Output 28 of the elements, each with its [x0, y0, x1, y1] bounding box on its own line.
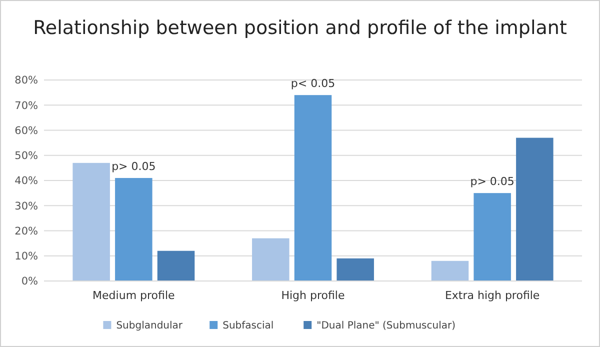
bar	[157, 250, 195, 281]
y-tick-label: 80%	[14, 74, 38, 87]
annotation: p< 0.05	[290, 77, 336, 90]
bar	[115, 178, 152, 281]
bar	[336, 258, 374, 281]
bar	[72, 162, 110, 281]
bar	[294, 95, 332, 281]
y-tick-label: 10%	[14, 250, 38, 263]
y-tick-label: 50%	[14, 150, 38, 162]
y-tick-label: 30%	[14, 200, 38, 212]
x-tick-label: High profile	[281, 289, 345, 302]
annotation: p> 0.05	[112, 160, 156, 173]
bar	[252, 238, 290, 281]
bar	[516, 138, 554, 281]
x-tick-label: Medium profile	[92, 289, 176, 302]
y-tick-label: 40%	[14, 175, 38, 188]
x-tick-label: Extra high profile	[444, 289, 540, 302]
chart-title: Relationship between position and profile of the implant	[33, 17, 567, 39]
bar	[474, 193, 511, 281]
legend-label: Subfascial	[222, 320, 274, 332]
y-tick-label: 0%	[21, 276, 38, 288]
bar	[431, 260, 469, 281]
legend-label: Subglandular	[116, 320, 184, 332]
annotation: p> 0.05	[470, 175, 514, 188]
y-tick-label: 20%	[14, 225, 38, 238]
legend-label: "Dual Plane" (Submuscular)	[316, 320, 456, 332]
y-tick-label: 60%	[14, 124, 38, 137]
y-tick-label: 70%	[14, 100, 38, 112]
